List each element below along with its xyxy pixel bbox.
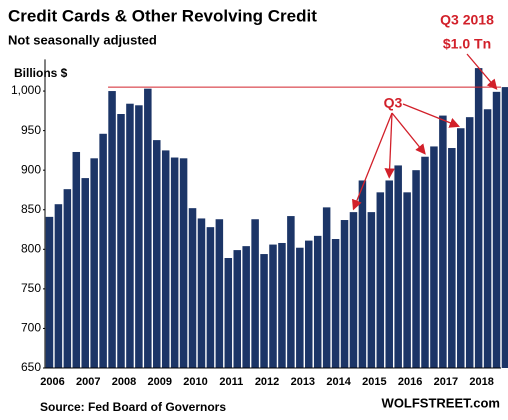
bar (349, 212, 358, 368)
bar (465, 117, 474, 368)
x-tick-label: 2006 (40, 376, 64, 388)
bar (457, 128, 465, 368)
bar (278, 242, 286, 368)
x-tick-label: 2014 (326, 376, 351, 388)
y-tick-label: 800 (21, 241, 41, 255)
bar (448, 148, 456, 368)
bar (54, 204, 63, 368)
bar (153, 140, 161, 368)
arrow (402, 103, 460, 128)
credit: WOLFSTREET.com (382, 395, 500, 410)
bar (501, 87, 508, 368)
bar (170, 157, 179, 368)
arrow (384, 112, 395, 179)
arrow (391, 112, 426, 155)
bar (99, 133, 107, 368)
annotation: $1.0 Tn (443, 36, 491, 52)
bar (403, 192, 411, 368)
bar (358, 180, 367, 368)
bar (331, 239, 340, 368)
bar (376, 192, 385, 368)
bar (224, 258, 233, 368)
bar (63, 189, 72, 368)
bar (412, 170, 420, 368)
x-tick-label: 2015 (362, 376, 386, 388)
bar (251, 219, 259, 368)
bar (188, 208, 197, 368)
arrow (352, 112, 393, 211)
bar (474, 68, 483, 369)
x-tick-label: 2008 (112, 376, 136, 388)
y-axis-label: Billions $ (14, 66, 68, 80)
bar (206, 227, 215, 368)
x-tick-label: 2013 (291, 376, 315, 388)
x-tick-label: 2009 (148, 376, 172, 388)
bar (135, 105, 143, 368)
x-tick-label: 2017 (434, 376, 458, 388)
chart-title: Credit Cards & Other Revolving Credit (8, 6, 317, 25)
bar (233, 250, 241, 368)
bar (117, 113, 125, 368)
x-tick-label: 2011 (219, 376, 243, 388)
bar (394, 165, 402, 368)
arrow (466, 53, 498, 90)
bar (305, 240, 313, 368)
bar (313, 235, 322, 368)
bar (340, 220, 349, 368)
bar (108, 91, 116, 369)
x-tick-label: 2010 (183, 376, 207, 388)
bar (296, 247, 304, 368)
chart-subtitle: Not seasonally adjusted (8, 32, 157, 47)
bar (421, 156, 429, 368)
x-tick-label: 2016 (398, 376, 422, 388)
bar (322, 207, 331, 368)
bar (430, 146, 438, 368)
bar (483, 109, 492, 369)
bar (367, 212, 376, 368)
source: Source: Fed Board of Governors (40, 400, 226, 414)
y-tick-label: 1,000 (11, 83, 41, 97)
y-tick-label: 750 (21, 281, 41, 295)
bar (72, 151, 81, 368)
bar (269, 244, 277, 368)
x-tick-label: 2007 (76, 376, 100, 388)
bar (287, 216, 295, 368)
x-tick-label: 2018 (469, 376, 493, 388)
bar (439, 115, 447, 368)
y-tick-label: 900 (21, 162, 41, 176)
y-tick-label: 700 (21, 321, 41, 335)
bar (179, 158, 188, 368)
bar (215, 219, 224, 368)
bar (81, 178, 89, 368)
bar (385, 180, 393, 368)
annotation: Q3 (384, 95, 403, 111)
bar (90, 158, 98, 368)
y-tick-label: 950 (21, 123, 41, 137)
bar (242, 246, 250, 368)
bar (45, 216, 54, 368)
bar (197, 218, 206, 368)
bar (492, 91, 501, 369)
y-tick-label: 850 (21, 202, 41, 216)
bar (144, 88, 152, 369)
bar (260, 254, 268, 368)
annotation: Q3 2018 (440, 12, 494, 28)
bar (126, 103, 134, 368)
bar (161, 150, 170, 368)
y-tick-label: 650 (21, 360, 41, 374)
x-tick-label: 2012 (255, 376, 279, 388)
